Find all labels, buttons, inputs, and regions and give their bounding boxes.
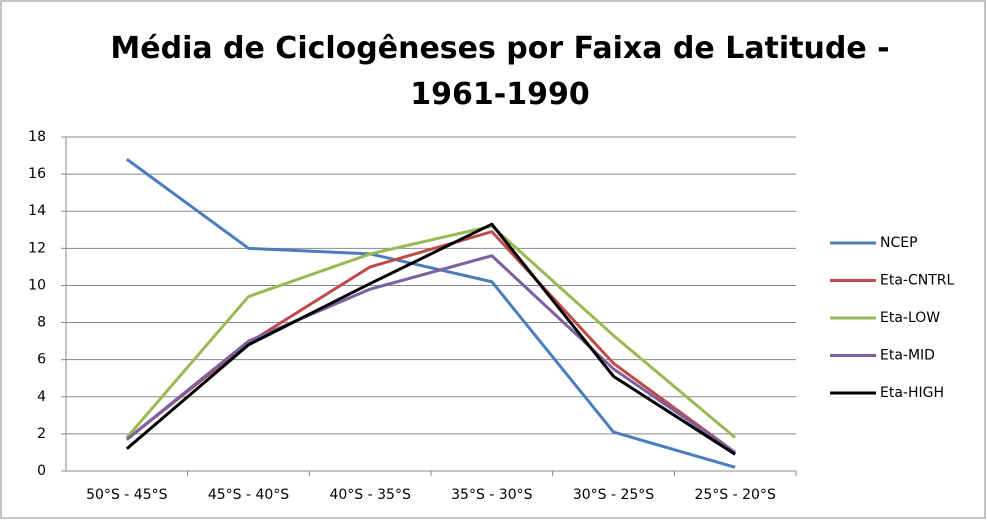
x-tick-label: 25°S - 20°S	[694, 487, 775, 503]
y-tick-label: 16	[28, 166, 46, 182]
legend-label: NCEP	[880, 235, 918, 251]
x-tick-label: 30°S - 25°S	[573, 487, 654, 503]
series-line	[125, 224, 737, 439]
legend-label: Eta-MID	[880, 348, 935, 364]
x-tick-label: 45°S - 40°S	[208, 487, 289, 503]
legend-label: Eta-HIGH	[880, 385, 944, 401]
y-tick-label: 2	[37, 426, 46, 442]
legend-label: Eta-CNTRL	[880, 273, 954, 289]
series-line	[125, 158, 736, 469]
y-tick-label: 14	[28, 203, 46, 219]
chart-title: Média de Ciclogêneses por Faixa de Latit…	[110, 31, 890, 112]
x-tick-label: 40°S - 35°S	[329, 487, 410, 503]
y-tick-label: 6	[37, 352, 46, 368]
y-tick-label: 4	[37, 389, 46, 405]
y-tick-label: 8	[37, 315, 46, 331]
y-tick-label: 12	[28, 240, 46, 256]
x-tick-label: 35°S - 30°S	[451, 487, 532, 503]
series-line	[125, 222, 736, 456]
series-line	[125, 254, 737, 454]
y-tick-label: 18	[28, 129, 46, 145]
y-tick-label: 10	[28, 277, 46, 293]
x-tick-label: 50°S - 45°S	[86, 487, 167, 503]
legend-label: Eta-LOW	[880, 310, 940, 326]
y-tick-label: 0	[37, 463, 46, 479]
